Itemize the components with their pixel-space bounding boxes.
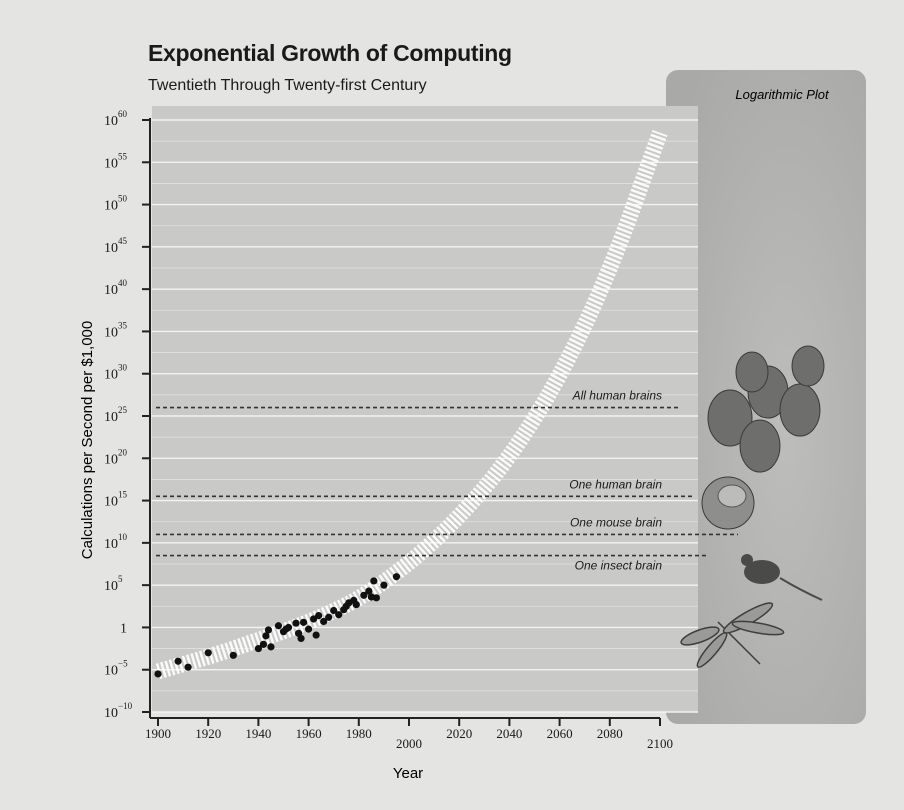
x-tick-label: 1920 <box>195 726 221 741</box>
y-tick-label: 1010 <box>104 532 128 552</box>
data-point <box>315 611 323 620</box>
data-point <box>330 606 338 615</box>
x-tick-label: 1940 <box>245 726 271 741</box>
x-tick-label: 2020 <box>446 726 472 741</box>
x-tick-label: 1900 <box>145 726 171 741</box>
x-ticks: 1900 1920 1940 1960 1980 2000 2020 2040 2060 2080… <box>145 718 673 751</box>
data-point <box>392 573 401 581</box>
y-axis-label: Calculations per Second per $1,000 <box>79 321 96 560</box>
data-point <box>254 644 262 653</box>
data-point <box>320 617 328 626</box>
chart-subtitle: Twentieth Through Twenty-first Century <box>148 77 427 94</box>
y-tick-label: 1050 <box>104 194 128 214</box>
y-ticks: 1060 1055 1050 1045 1040 1035 1030 1025 1020 1015… <box>104 109 150 721</box>
y-tick-label: 105 <box>104 574 123 594</box>
threshold-label: All human brains <box>572 389 662 403</box>
data-point <box>297 634 305 643</box>
trend-line <box>155 129 668 680</box>
chart-title: Exponential Growth of Computing <box>148 40 512 66</box>
y-tick-label: 1040 <box>104 278 128 298</box>
data-point <box>372 594 380 602</box>
panel-label: Logarithmic Plot <box>735 87 830 102</box>
mouse-icon <box>741 554 823 601</box>
data-point <box>259 640 268 648</box>
y-tick-label: 10−5 <box>104 659 128 679</box>
data-point <box>312 631 320 639</box>
x-tick-label: 2040 <box>496 726 522 741</box>
threshold-label: One insect brain <box>575 559 663 573</box>
plot-area <box>152 106 698 712</box>
data-point <box>360 591 368 599</box>
grid-lines <box>152 119 698 713</box>
human-brain-icon <box>701 476 755 530</box>
data-point <box>284 623 293 632</box>
data-point <box>274 622 283 630</box>
dragonfly-icon <box>680 602 785 668</box>
y-tick-label: 1020 <box>104 447 128 467</box>
data-point <box>335 611 343 619</box>
data-point <box>370 577 378 585</box>
x-tick-label: 2080 <box>597 726 623 741</box>
x-tick-label: 1980 <box>346 726 372 741</box>
x-tick-label: 2100 <box>647 736 673 751</box>
y-tick-label: 1060 <box>104 109 128 129</box>
data-points <box>154 573 401 678</box>
y-tick-label: 1030 <box>104 363 128 383</box>
data-point <box>229 651 237 659</box>
x-tick-label: 1960 <box>296 726 322 741</box>
threshold-label: One mouse brain <box>570 515 662 529</box>
threshold-label: One human brain <box>569 477 662 491</box>
y-tick-label: 1055 <box>104 151 128 171</box>
y-tick-label: 1015 <box>104 490 128 510</box>
y-tick-label: 1045 <box>104 236 128 256</box>
x-axis-label: Year <box>393 765 423 782</box>
data-point <box>299 618 308 626</box>
data-point <box>365 587 373 595</box>
data-point <box>352 600 360 609</box>
threshold-lines: All human brains One human brain One mouse… <box>156 389 738 573</box>
human-brains-icon <box>707 345 825 473</box>
trend-band <box>155 129 668 680</box>
data-point <box>292 619 300 627</box>
data-point <box>325 613 333 621</box>
y-tick-label: 1035 <box>104 320 128 340</box>
data-point <box>267 643 275 651</box>
y-tick-label: 1 <box>120 621 127 636</box>
x-tick-label: 2000 <box>396 736 422 751</box>
data-point <box>184 663 192 671</box>
data-point <box>154 670 162 678</box>
y-tick-label: 1025 <box>104 405 128 425</box>
x-tick-label: 2060 <box>547 726 573 741</box>
data-point <box>204 649 212 657</box>
y-tick-label: 10−10 <box>104 701 133 721</box>
data-point <box>264 626 273 634</box>
data-point <box>174 657 182 665</box>
data-point <box>262 632 270 640</box>
data-point <box>305 625 313 633</box>
data-point <box>380 581 388 589</box>
